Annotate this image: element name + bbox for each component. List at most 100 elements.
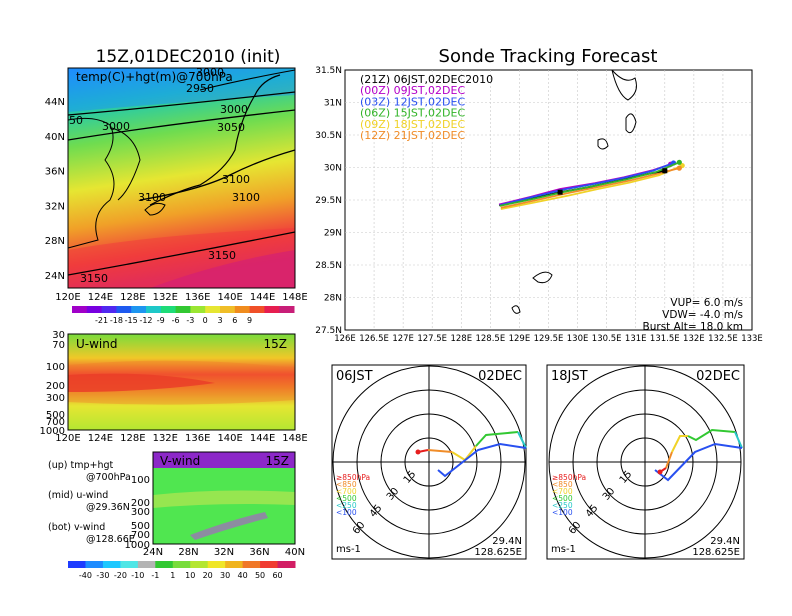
stat-burst: Burst Alt= 18.0 km [643, 321, 743, 333]
pressure-tick-label: 100 [131, 475, 150, 486]
cool-core [68, 68, 295, 112]
pressure-tick-label: 300 [46, 393, 65, 404]
lat-tick-label: 40N [285, 547, 305, 558]
uwind-lon-ticks: 120E 124E 128E 132E 136E 140E 144E 148E [55, 433, 307, 444]
hodo-left-trace-cyan [517, 431, 527, 449]
colorbar-swatch [190, 561, 209, 568]
kyushu-outline [144, 202, 166, 216]
colorbar-label: -40 [79, 571, 92, 580]
lat-tick-label: 28.5N [315, 261, 342, 271]
hodo-legend-entry: <500 [336, 494, 357, 503]
pressure-tick-label: 300 [131, 507, 150, 518]
hodo-left-trace-blue [437, 442, 527, 478]
track-end-point [676, 165, 682, 171]
track-chart: (21Z) 06JST,02DEC2010(00Z) 09JST,02DEC(0… [315, 66, 763, 344]
contour-label: 3050 [217, 121, 245, 134]
colorbar-label: -10 [131, 571, 144, 580]
colorbar-label: 40 [238, 571, 248, 580]
lat-tick-label: 29.5N [315, 196, 342, 206]
colorbar-swatch [155, 561, 174, 568]
lat-tick-label: 36N [249, 547, 269, 558]
hodo-legend-entry: ≥850hPa [552, 473, 586, 482]
note-bot-b: @128.66E [86, 534, 135, 545]
lon-tick-label: 128E [450, 334, 472, 344]
track-legend-entry: (03Z) 12JST,02DEC [360, 95, 465, 108]
hodo-legend-entry: <250 [336, 501, 357, 510]
pressure-tick-label: 30 [52, 330, 65, 341]
lon-tick-label: 130.5E [592, 334, 622, 344]
vwind-top [153, 452, 295, 468]
lon-tick-label: 126E [334, 334, 356, 344]
lat-tick-label: 24N [45, 271, 65, 282]
colorbar-swatch [160, 306, 177, 313]
vwind-lat-ticks: 24N 28N 32N 36N 40N [143, 547, 305, 558]
hodo-legend-entry: ≥850hPa [336, 473, 370, 482]
lon-tick-label: 120E [55, 292, 80, 303]
lon-tick-label: 128E [120, 433, 145, 444]
hodo-left-unit: ms-1 [336, 544, 361, 555]
colorbar-swatch [249, 306, 265, 313]
lon-tick-label: 124E [88, 433, 113, 444]
contour-label: 3100 [138, 191, 166, 204]
colorbar-swatch [86, 306, 103, 313]
colorbar-swatch [131, 306, 147, 313]
map-label: temp(C)+hgt(m)@700hPa [76, 70, 233, 84]
lat-tick-label: 28N [178, 547, 198, 558]
hodo-left-time: 06JST [336, 369, 373, 384]
pressure-tick-label: 700 [46, 417, 65, 428]
note-up-b: @700hPa [86, 472, 131, 483]
colorbar-swatch [260, 561, 279, 568]
lat-tick-label: 27.5N [315, 326, 342, 336]
hodo-legend-entry: <500 [552, 494, 573, 503]
hodo-right-start [657, 469, 663, 475]
hodo-left-trace-green [475, 431, 519, 447]
lon-tick-label: 136E [185, 292, 210, 303]
track-lines [498, 159, 685, 210]
colorbar-swatch [277, 561, 296, 568]
hodo-right-trace-cyan [734, 431, 743, 449]
lon-tick-label: 131.5E [650, 334, 680, 344]
track-series-line [500, 167, 680, 209]
colorbar-label: -20 [114, 571, 127, 580]
colorbar-swatch [137, 561, 156, 568]
hodo-left-start [415, 449, 421, 455]
colorbar-swatch [220, 306, 236, 313]
hodo-legend-entry: <850 [336, 480, 357, 489]
hodo-left-trace-orange [427, 449, 453, 453]
vwind-frame [152, 451, 296, 545]
pressure-tick-label: 500 [46, 410, 65, 421]
vwind-light-band [153, 490, 295, 508]
colorbar-swatch [234, 306, 251, 313]
hodo-right-trace-blue [654, 442, 743, 482]
lat-tick-label: 32N [45, 201, 65, 212]
hodo-legend-entry: <100 [336, 508, 357, 517]
colorbar-label: 0 [203, 316, 208, 325]
lon-tick-label: 140E [217, 433, 242, 444]
contour-label: 3100 [222, 173, 250, 186]
pressure-tick-label: 200 [46, 381, 65, 392]
track-lon-ticks: 126E 126.5E 127E 127.5E 128E 128.5E 129E 129.5E… [334, 334, 763, 344]
map-frame [67, 67, 296, 289]
uwind-time: 15Z [264, 337, 288, 351]
contour-line [67, 231, 296, 276]
pressure-tick-label: 200 [131, 498, 150, 509]
colorbar-swatch [242, 561, 261, 568]
colorbar-label: 6 [232, 316, 237, 325]
hodo-legend-entry: <100 [552, 508, 573, 517]
colorbar-swatch [190, 306, 206, 313]
track-legend-entry: (12Z) 21JST,02DEC [360, 129, 465, 142]
contour-line [67, 91, 296, 116]
lon-tick-label: 126.5E [359, 334, 389, 344]
lat-tick-label: 31N [324, 99, 342, 109]
colorbar-label: 3 [217, 316, 222, 325]
lon-tick-label: 129.5E [534, 334, 564, 344]
colorbar-label: -1 [151, 571, 159, 580]
contour-line [199, 69, 296, 91]
colorbar-label: -30 [96, 571, 109, 580]
lat-tick-label: 32N [214, 547, 234, 558]
lon-tick-label: 128.5E [475, 334, 505, 344]
colorbar-label: 10 [185, 571, 195, 580]
colorbar-swatch [279, 306, 295, 313]
